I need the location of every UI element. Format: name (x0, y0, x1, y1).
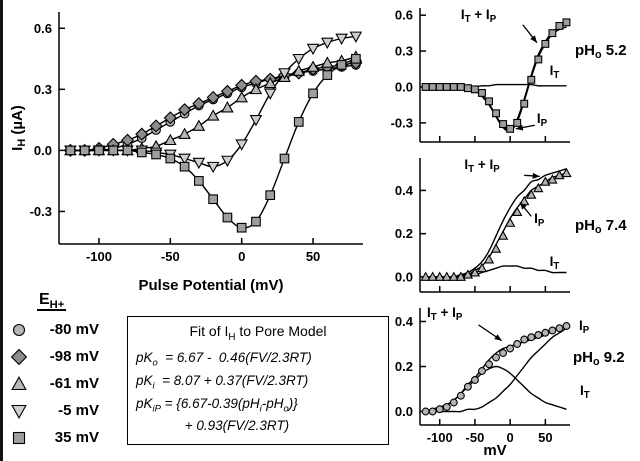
fit-equation-3: + 0.93(FV/2.3RT) (136, 418, 290, 434)
legend-item-1: -98 mV (9, 343, 123, 370)
x-tick-label: -100 (86, 249, 112, 264)
legend-item-label: -61 mV (49, 375, 99, 393)
x-tick-label: 0 (238, 249, 245, 264)
svg-text:IT: IT (550, 63, 560, 81)
svg-text:IT + IP: IT + IP (461, 7, 497, 25)
legend-item-2: -61 mV (9, 370, 123, 397)
x-tick-label: 50 (306, 249, 320, 264)
curve-ip (425, 327, 567, 413)
legend-title: EH+ (37, 291, 123, 311)
proton-current-label: IP (515, 111, 548, 131)
curve-ip (425, 172, 567, 278)
ph-label: pHo 9.2 (573, 349, 625, 368)
y-tick-label: 0.4 (395, 183, 414, 198)
y-tick-label: 0.6 (395, 8, 413, 23)
x-tick-label: -50 (466, 430, 485, 445)
svg-text:IT: IT (550, 254, 560, 272)
legend-item-label: -80 mV (49, 321, 99, 339)
ph52-plot: -0.3 0.0 0.3 0.6 IT + IP IT IP pHo 5.2 (391, 7, 627, 143)
ph92-xlabel: mV (483, 442, 506, 459)
series-eh-80-mv (65, 60, 361, 156)
tunnel-current-label: IT (550, 254, 560, 272)
triangle-down-marker-icon (11, 404, 27, 419)
svg-text:IT + IP: IT + IP (427, 305, 463, 323)
y-tick-label: 0.0 (395, 79, 413, 94)
fit-box-title: Fit of IH to Pore Model (189, 323, 327, 343)
tunnel-current-label: IT (550, 63, 560, 81)
x-tick-label: 0 (507, 430, 514, 445)
svg-text:IP: IP (534, 211, 545, 229)
ph-label: pHo 7.4 (575, 217, 627, 236)
series-data-ph-7-4 (420, 167, 572, 281)
ph74-chart: 0.0 0.2 0.4 IT + IP IP IT pHo 7.4 (395, 157, 627, 293)
legend-item-4: 35 mV (9, 424, 123, 451)
curve-eh-80-mv (70, 64, 357, 152)
legend-item-label: -5 mV (58, 402, 99, 420)
fit-equation-2: pKiP = {6.67-0.39(pHi-pHo)} (136, 395, 298, 415)
axes (419, 308, 570, 426)
x-tick-label: -50 (161, 249, 180, 264)
triangle-up-marker-icon (11, 375, 27, 390)
legend-item-label: 35 mV (54, 429, 99, 447)
legend-item-0: -80 mV (9, 316, 123, 343)
legend-item-label: -98 mV (49, 348, 99, 366)
axes (419, 8, 570, 143)
main-iv-chart: -100 -50 0 50 -0.3 0.0 0.3 0.6 Pulse Potential (… (9, 12, 363, 294)
svg-text:pHo 7.4: pHo 7.4 (575, 217, 627, 236)
y-tick-label: 0.2 (395, 359, 413, 374)
legend: EH+ -80 mV -98 mV -61 mV -5 mV 35 mV (9, 291, 123, 451)
y-tick-label: 0.2 (395, 226, 413, 241)
fit-equation-0: pKo = 6.67 - 0.46(FV/2.3RT) (136, 349, 312, 369)
legend-title-text: EH+ (37, 291, 67, 312)
ph74-plot: 0.0 0.2 0.4 IT + IP IP IT pHo 7.4 (395, 157, 627, 293)
y-tick-label: -0.3 (30, 204, 52, 219)
y-tick-label: 0.0 (395, 269, 413, 284)
tunnel-current-label: IT (580, 383, 590, 401)
y-tick-label: 0.0 (395, 404, 413, 419)
main-iv-plot: -100 -50 0 50 -0.3 0.0 0.3 0.6 Pulse Potential (… (9, 12, 363, 294)
y-tick-label: -0.3 (391, 115, 413, 130)
square-marker-icon (12, 431, 26, 444)
fit-box: Fit of IH to Pore Model pKo = 6.67 - 0.4… (127, 316, 389, 445)
ph52-chart: -0.3 0.0 0.3 0.6 IT + IP IT IP pHo 5.2 (391, 7, 627, 143)
axes (58, 12, 363, 245)
y-tick-label: 0.6 (34, 21, 52, 36)
series-data-ph-5-2 (421, 18, 571, 133)
proton-current-label: IP (579, 318, 590, 336)
x-tick-label: -100 (427, 430, 453, 445)
svg-text:IT + IP: IT + IP (464, 157, 500, 175)
series-data-ph-9-2 (421, 322, 571, 416)
total-current-label: IT + IP (461, 7, 538, 44)
svg-text:pHo 9.2: pHo 9.2 (573, 349, 625, 368)
ph92-plot: -100 -50 0 50 0.0 0.2 0.4 mV IT + IP IP pHo 9.2 IT (395, 305, 625, 459)
legend-item-3: -5 mV (9, 397, 123, 424)
svg-text:IT: IT (580, 383, 590, 401)
ph92-chart: -100 -50 0 50 0.0 0.2 0.4 mV IT + IP IP pHo 9.2 IT (395, 305, 625, 459)
x-tick-label: 50 (538, 430, 552, 445)
total-current-label: IT + IP (464, 157, 540, 179)
y-tick-label: 0.3 (34, 82, 52, 97)
total-current-label: IT + IP (427, 305, 503, 342)
series-eh-35-mv (65, 53, 361, 233)
proton-current-label: IP (519, 201, 545, 229)
y-tick-label: 0.3 (395, 44, 413, 59)
main-iv-xlabel: Pulse Potential (mV) (138, 277, 283, 294)
circle-marker-icon (12, 323, 26, 336)
axes (419, 158, 570, 293)
svg-text:pHo 5.2: pHo 5.2 (575, 42, 627, 61)
diamond-marker-icon (10, 348, 28, 365)
svg-text:IP: IP (537, 111, 548, 129)
ph-label: pHo 5.2 (575, 42, 627, 61)
y-tick-label: 0.4 (395, 314, 414, 329)
curve-eh-98-mv (70, 62, 356, 152)
fit-equation-1: pKi = 8.07 + 0.37(FV/2.3RT) (136, 372, 309, 392)
y-tick-label: 0.0 (34, 143, 52, 158)
main-iv-ylabel: IH (µA) (9, 105, 28, 151)
fit-box-equations: pKo = 6.67 - 0.46(FV/2.3RT) pKi = 8.07 + … (136, 348, 380, 437)
legend-items: -80 mV -98 mV -61 mV -5 mV 35 mV (9, 316, 123, 451)
svg-text:IP: IP (579, 318, 590, 336)
